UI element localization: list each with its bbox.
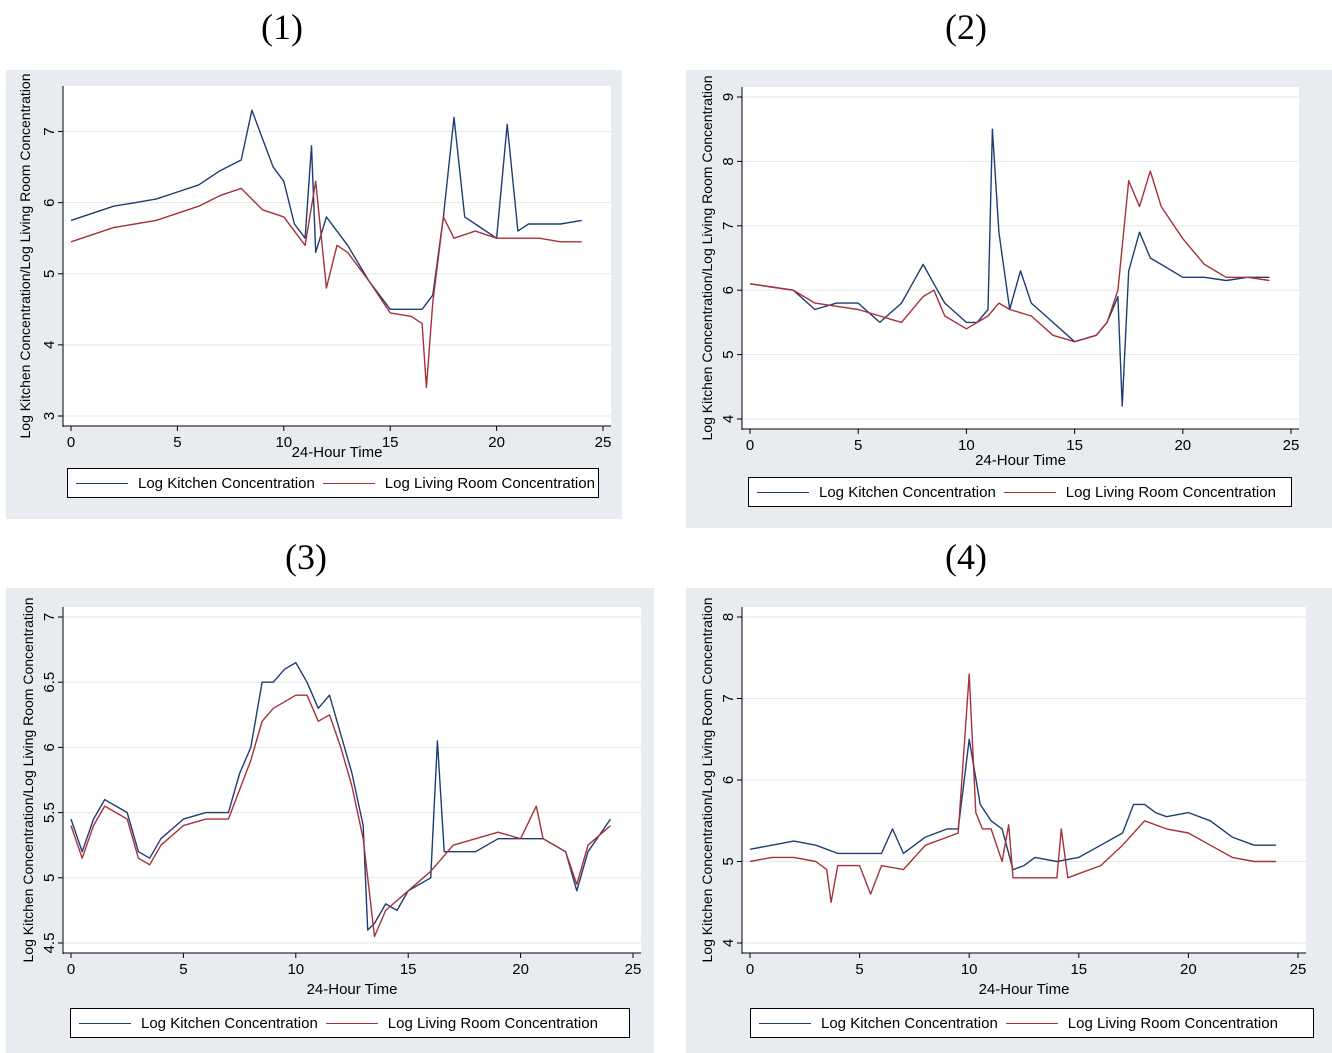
y-tick-label-2-2: 6 xyxy=(720,286,737,294)
legend-key-kitchen-1 xyxy=(76,482,128,484)
plot-area-1 xyxy=(63,86,611,426)
y-tick-label-4-0: 4 xyxy=(720,939,737,947)
x-tick-label-2-1: 5 xyxy=(854,437,862,454)
chart-panel-1: 3 4 5 6 7 0 5 10 15 20 25 24-Hour Time Log Kitchen C… xyxy=(6,70,622,519)
series-line-living-1 xyxy=(70,180,582,389)
y-tick-label-3-2: 5.5 xyxy=(41,802,58,823)
legend-2: Log Kitchen Concentration Log Living Roo… xyxy=(748,477,1292,507)
legend-4: Log Kitchen Concentration Log Living Roo… xyxy=(750,1008,1314,1038)
x-tick-label-2-5: 25 xyxy=(1283,437,1300,454)
x-axis-title-3: 24-Hour Time xyxy=(307,981,398,998)
x-axis-title-4: 24-Hour Time xyxy=(979,981,1070,998)
legend-key-living-4 xyxy=(1005,1022,1058,1024)
legend-key-living-1 xyxy=(322,482,375,484)
y-tick-label-4-2: 6 xyxy=(720,776,737,784)
x-tick-label-1-1: 5 xyxy=(173,434,181,451)
y-tick-label-1-2: 5 xyxy=(41,270,58,278)
y-tick-label-1-0: 3 xyxy=(41,412,58,420)
series-line-kitchen-3 xyxy=(70,661,612,931)
legend-key-living-3 xyxy=(325,1022,378,1024)
y-tick-label-1-1: 4 xyxy=(41,341,58,349)
x-tick-label-3-4: 20 xyxy=(512,961,529,978)
x-tick-label-4-1: 5 xyxy=(855,961,863,978)
legend-label-living-1: Log Living Room Concentration xyxy=(384,474,595,492)
chart-1-svg: 3 4 5 6 7 0 5 10 15 20 25 24-Hour Time Log Kitchen C… xyxy=(17,73,612,461)
x-tick-label-3-3: 15 xyxy=(400,961,417,978)
plot-area-3 xyxy=(63,607,641,953)
chart-panel-4: 4 5 6 7 8 0 5 10 15 20 25 24-Hour Time Log Kitchen C… xyxy=(686,588,1332,1053)
panel-label-1: (1) xyxy=(261,7,303,47)
y-tick-label-3-4: 6.5 xyxy=(41,672,58,693)
x-axis-title-2: 24-Hour Time xyxy=(975,452,1066,469)
y-axis-title-1: Log Kitchen Concentration/Log Living Roo… xyxy=(17,73,33,438)
y-tick-label-3-0: 4.5 xyxy=(41,933,58,954)
x-tick-label-3-1: 5 xyxy=(179,961,187,978)
panel-label-2: (2) xyxy=(945,7,987,47)
y-tick-label-3-3: 6 xyxy=(41,743,58,751)
y-tick-label-3-5: 7 xyxy=(41,613,58,621)
x-tick-label-2-2: 10 xyxy=(958,437,975,454)
series-line-kitchen-4 xyxy=(749,738,1277,871)
legend-key-kitchen-4 xyxy=(759,1022,811,1024)
legend-key-kitchen-2 xyxy=(757,491,809,493)
x-tick-label-2-4: 20 xyxy=(1174,437,1191,454)
y-axis-title-3: Log Kitchen Concentration/Log Living Roo… xyxy=(20,597,36,962)
y-tick-label-4-1: 5 xyxy=(720,857,737,865)
y-tick-label-4-3: 7 xyxy=(720,694,737,702)
y-tick-label-2-1: 5 xyxy=(720,350,737,358)
x-tick-label-3-2: 10 xyxy=(287,961,304,978)
plot-area-2 xyxy=(742,87,1299,429)
x-tick-label-1-3: 15 xyxy=(382,434,399,451)
x-axis-title-1: 24-Hour Time xyxy=(292,444,383,461)
x-tick-label-4-3: 15 xyxy=(1070,961,1087,978)
legend-label-kitchen-4: Log Kitchen Concentration xyxy=(821,1014,998,1032)
y-tick-label-1-4: 7 xyxy=(41,127,58,135)
series-line-living-4 xyxy=(749,673,1277,903)
chart-panel-3: 4.5 5 5.5 6 6.5 7 0 5 10 15 20 25 24-Hour Time Log Ki… xyxy=(6,588,654,1053)
panel-label-3: (3) xyxy=(285,537,327,577)
y-tick-label-2-3: 7 xyxy=(720,222,737,230)
legend-label-kitchen-1: Log Kitchen Concentration xyxy=(138,474,315,492)
x-tick-label-4-5: 25 xyxy=(1290,961,1307,978)
legend-1: Log Kitchen Concentration Log Living Roo… xyxy=(67,468,599,498)
y-tick-label-1-3: 6 xyxy=(41,198,58,206)
series-line-living-3 xyxy=(70,694,611,938)
x-tick-label-2-0: 0 xyxy=(746,437,754,454)
y-tick-label-2-4: 8 xyxy=(720,157,737,165)
y-axis-title-4: Log Kitchen Concentration/Log Living Roo… xyxy=(699,597,715,962)
x-tick-label-3-5: 25 xyxy=(625,961,642,978)
x-tick-label-3-0: 0 xyxy=(67,961,75,978)
legend-label-living-2: Log Living Room Concentration xyxy=(1065,483,1276,501)
x-tick-label-1-0: 0 xyxy=(67,434,75,451)
y-tick-label-2-5: 9 xyxy=(720,93,737,101)
chart-3-svg: 4.5 5 5.5 6 6.5 7 0 5 10 15 20 25 24-Hour Time Log Ki… xyxy=(20,597,642,998)
x-tick-label-2-3: 15 xyxy=(1066,437,1083,454)
x-tick-label-4-0: 0 xyxy=(746,961,754,978)
series-line-living-2 xyxy=(749,170,1270,343)
y-tick-label-4-4: 8 xyxy=(720,613,737,621)
legend-label-kitchen-3: Log Kitchen Concentration xyxy=(141,1014,318,1032)
y-tick-label-3-1: 5 xyxy=(41,874,58,882)
legend-label-kitchen-2: Log Kitchen Concentration xyxy=(819,483,996,501)
chart-2-svg: 4 5 6 7 8 9 0 5 10 15 20 25 24-Hour Time Log Kitchen … xyxy=(699,75,1300,469)
x-tick-label-4-2: 10 xyxy=(961,961,978,978)
y-tick-label-2-0: 4 xyxy=(720,415,737,423)
legend-label-living-3: Log Living Room Concentration xyxy=(387,1014,598,1032)
y-axis-title-2: Log Kitchen Concentration/Log Living Roo… xyxy=(699,75,715,440)
x-tick-label-1-5: 25 xyxy=(595,434,612,451)
panel-label-4: (4) xyxy=(945,537,987,577)
chart-panel-2: 4 5 6 7 8 9 0 5 10 15 20 25 24-Hour Time Log Kitchen … xyxy=(686,70,1332,528)
x-tick-label-1-2: 10 xyxy=(275,434,292,451)
chart-4-svg: 4 5 6 7 8 0 5 10 15 20 25 24-Hour Time Log Kitchen C… xyxy=(699,597,1307,998)
series-line-kitchen-1 xyxy=(70,109,582,311)
legend-key-kitchen-3 xyxy=(79,1022,131,1024)
legend-key-living-2 xyxy=(1003,491,1056,493)
x-tick-label-4-4: 20 xyxy=(1180,961,1197,978)
legend-label-living-4: Log Living Room Concentration xyxy=(1067,1014,1278,1032)
x-tick-label-1-4: 20 xyxy=(488,434,505,451)
legend-3: Log Kitchen Concentration Log Living Roo… xyxy=(70,1008,630,1038)
